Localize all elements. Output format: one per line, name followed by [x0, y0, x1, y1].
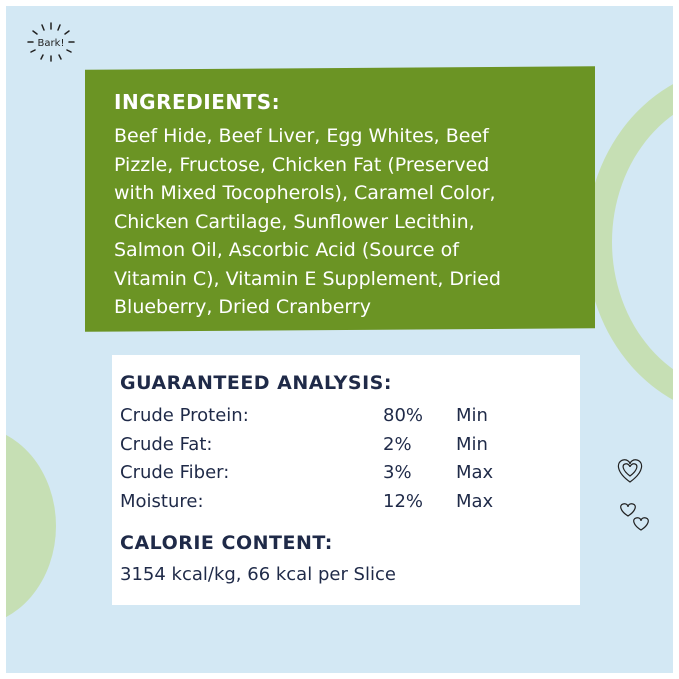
ingredients-list: Beef Hide, Beef Liver, Egg Whites, Beef …: [114, 122, 501, 322]
analysis-qualifier: Min: [456, 405, 488, 426]
ingredients-line: with Mixed Tocopherols), Caramel Color,: [114, 182, 496, 204]
ingredients-line: Beef Hide, Beef Liver, Egg Whites, Beef: [114, 125, 489, 147]
analysis-value: 80%: [383, 405, 424, 426]
calorie-title: CALORIE CONTENT:: [120, 532, 333, 554]
analysis-qualifier: Min: [456, 434, 488, 455]
calorie-text: 3154 kcal/kg, 66 kcal per Slice: [120, 564, 396, 585]
ingredients-title: INGREDIENTS:: [114, 90, 281, 114]
analysis-value: 3%: [383, 462, 412, 483]
analysis-qualifier: Max: [456, 462, 494, 483]
analysis-label: Crude Protein:: [120, 405, 249, 426]
analysis-label: Crude Fat:: [120, 434, 213, 455]
analysis-title: GUARANTEED ANALYSIS:: [120, 372, 392, 394]
analysis-qualifier: Max: [456, 491, 494, 512]
decorative-circle: [6, 426, 56, 626]
bark-badge-icon: Bark!: [27, 22, 75, 62]
ingredients-line: Salmon Oil, Ascorbic Acid (Source of: [114, 239, 459, 261]
ingredients-line: Chicken Cartilage, Sunflower Lecithin,: [114, 210, 475, 233]
ingredients-line: Blueberry, Dried Cranberry: [114, 296, 371, 318]
ingredients-line: Vitamin C), Vitamin E Supplement, Dried: [114, 267, 501, 290]
ingredients-line: Pizzle, Fructose, Chicken Fat (Preserved: [114, 153, 490, 176]
analysis-label: Moisture:: [120, 491, 204, 512]
analysis-panel: [112, 355, 580, 605]
hearts-icon: [617, 459, 649, 531]
analysis-value: 12%: [383, 491, 424, 512]
decorative-circle: [586, 66, 673, 418]
analysis-label: Crude Fiber:: [120, 462, 230, 483]
svg-text:Bark!: Bark!: [38, 38, 65, 49]
analysis-value: 2%: [383, 434, 412, 455]
